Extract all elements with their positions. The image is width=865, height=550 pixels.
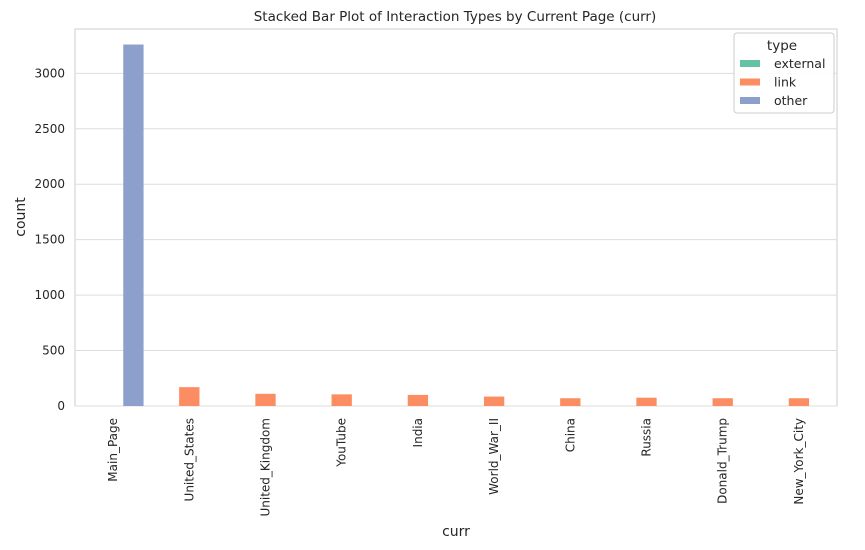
bar-link-united-states bbox=[179, 387, 200, 406]
x-tick-label: China bbox=[563, 418, 577, 452]
x-tick-label: United_States bbox=[182, 418, 196, 501]
bar-link-youtube bbox=[331, 394, 352, 406]
bar-other-main-page bbox=[123, 44, 144, 406]
bar-link-india bbox=[407, 394, 429, 406]
x-tick-label: World_War_II bbox=[487, 418, 501, 495]
y-tick-label: 3000 bbox=[34, 66, 65, 80]
legend-label-other: other bbox=[774, 93, 808, 108]
legend-title: type bbox=[767, 38, 797, 54]
bar-link-china bbox=[560, 398, 581, 406]
chart-title: Stacked Bar Plot of Interaction Types by… bbox=[254, 9, 657, 25]
grid-layer bbox=[74, 28, 838, 407]
x-tick-label: India bbox=[411, 418, 425, 447]
y-tick-label: 500 bbox=[42, 344, 65, 358]
x-tick-label: New_York_City bbox=[792, 418, 806, 505]
y-tick-label: 2000 bbox=[34, 177, 65, 191]
legend-swatch-other bbox=[740, 97, 760, 104]
bar-layer bbox=[123, 44, 810, 406]
legend-box bbox=[733, 32, 835, 114]
x-axis-title: curr bbox=[442, 524, 470, 540]
legend: type external link other bbox=[733, 32, 835, 114]
legend-label-link: link bbox=[774, 75, 797, 90]
y-tick-label: 1000 bbox=[34, 288, 65, 302]
y-tick-label: 0 bbox=[57, 399, 65, 413]
legend-swatch-external bbox=[740, 60, 760, 67]
bar-link-world-war-ii bbox=[483, 396, 505, 406]
y-tick-label: 1500 bbox=[34, 233, 65, 247]
axis-layer: 0 500 1000 1500 2000 2500 3000 Main_Page United_… bbox=[34, 66, 805, 516]
bar-link-united-kingdom bbox=[255, 393, 276, 406]
x-tick-label: YouTube bbox=[335, 418, 349, 468]
x-tick-label: Donald_Trump bbox=[716, 418, 730, 504]
bar-link-new-york-city bbox=[788, 398, 810, 406]
y-tick-label: 2500 bbox=[34, 122, 65, 136]
x-tick-label: Russia bbox=[640, 418, 654, 457]
y-axis-title: count bbox=[13, 197, 29, 237]
bar-link-donald-trump bbox=[712, 398, 733, 406]
x-tick-label: Main_Page bbox=[106, 418, 120, 482]
bar-link-russia bbox=[636, 397, 657, 406]
legend-swatch-link bbox=[740, 78, 760, 86]
legend-label-external: external bbox=[774, 56, 825, 71]
x-tick-label: United_Kingdom bbox=[259, 418, 273, 517]
